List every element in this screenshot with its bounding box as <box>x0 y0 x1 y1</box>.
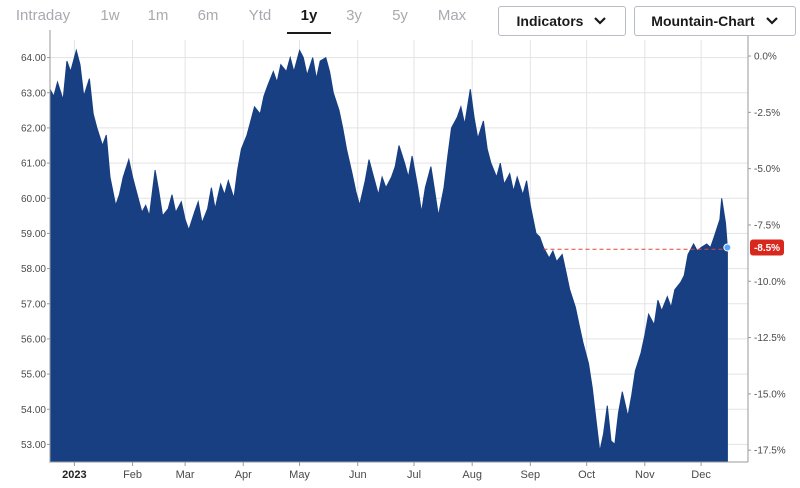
reference-layer <box>543 243 732 252</box>
y-tick-label: 58.00 <box>21 264 46 275</box>
x-tick-label: Nov <box>635 469 655 481</box>
timeframe-tabs: Intraday 1w 1m 6m Ytd 1y 3y 5y Max <box>0 0 480 36</box>
y-tick-label: 59.00 <box>21 229 46 240</box>
chart-type-dropdown[interactable]: Mountain-Chart <box>634 6 796 36</box>
tab-1w[interactable]: 1w <box>100 7 120 24</box>
area-layer <box>49 48 728 463</box>
tab-intraday[interactable]: Intraday <box>15 7 71 24</box>
x-tick-label: Apr <box>235 469 252 481</box>
y2-tick-label: -2.5% <box>754 108 780 119</box>
x-tick-label: Jun <box>349 469 367 481</box>
y2-tick-label: -12.5% <box>754 333 786 344</box>
y-tick-label: 55.00 <box>21 370 46 381</box>
y-tick-label: 56.00 <box>21 334 46 345</box>
y2-tick-label: -7.5% <box>754 220 780 231</box>
y-tick-label: 61.00 <box>21 159 46 170</box>
current-price-marker <box>723 243 732 252</box>
y-tick-label: 60.00 <box>21 194 46 205</box>
tab-1y[interactable]: 1y <box>287 0 331 34</box>
y-tick-label: 63.00 <box>21 88 46 99</box>
tab-max[interactable]: Max <box>437 7 467 24</box>
y-tick-label: 54.00 <box>21 405 46 416</box>
x-tick-label: Sep <box>521 469 541 481</box>
change-badge: -8.5% <box>750 239 784 256</box>
y-tick-label: 53.00 <box>21 440 46 451</box>
indicators-dropdown[interactable]: Indicators <box>498 6 626 36</box>
y-tick-label: 62.00 <box>21 123 46 134</box>
tab-3y[interactable]: 3y <box>346 7 362 24</box>
x-tick-label: Dec <box>691 469 711 481</box>
x-tick-label: Jul <box>407 469 421 481</box>
price-area-series <box>49 48 728 463</box>
axis-layer: 53.00 54.00 55.00 56.00 57.00 58.00 59.00 60.00… <box>21 30 786 481</box>
x-tick-label: Mar <box>176 469 195 481</box>
chevron-down-icon <box>594 17 607 25</box>
y-tick-label: 64.00 <box>21 53 46 64</box>
y2-tick-label: -17.5% <box>754 446 786 457</box>
y-tick-label: 57.00 <box>21 299 46 310</box>
indicators-label: Indicators <box>516 13 584 29</box>
tab-6m[interactable]: 6m <box>197 7 219 24</box>
x-tick-label: Oct <box>578 469 595 481</box>
x-tick-label: 2023 <box>62 469 86 481</box>
x-tick-label: Feb <box>123 469 142 481</box>
chevron-down-icon <box>765 17 778 25</box>
y2-tick-label: -15.0% <box>754 389 786 400</box>
y2-tick-label: -10.0% <box>754 277 786 288</box>
x-tick-label: May <box>289 469 310 481</box>
y2-tick-label: -5.0% <box>754 164 780 175</box>
chart-type-label: Mountain-Chart <box>651 13 755 29</box>
tab-5y[interactable]: 5y <box>392 7 408 24</box>
y2-tick-label: 0.0% <box>754 52 777 63</box>
change-badge-label: -8.5% <box>754 243 780 254</box>
tab-1m[interactable]: 1m <box>147 7 169 24</box>
tab-ytd[interactable]: Ytd <box>248 7 272 24</box>
x-tick-label: Aug <box>462 469 482 481</box>
change-badge-bg <box>750 239 784 256</box>
